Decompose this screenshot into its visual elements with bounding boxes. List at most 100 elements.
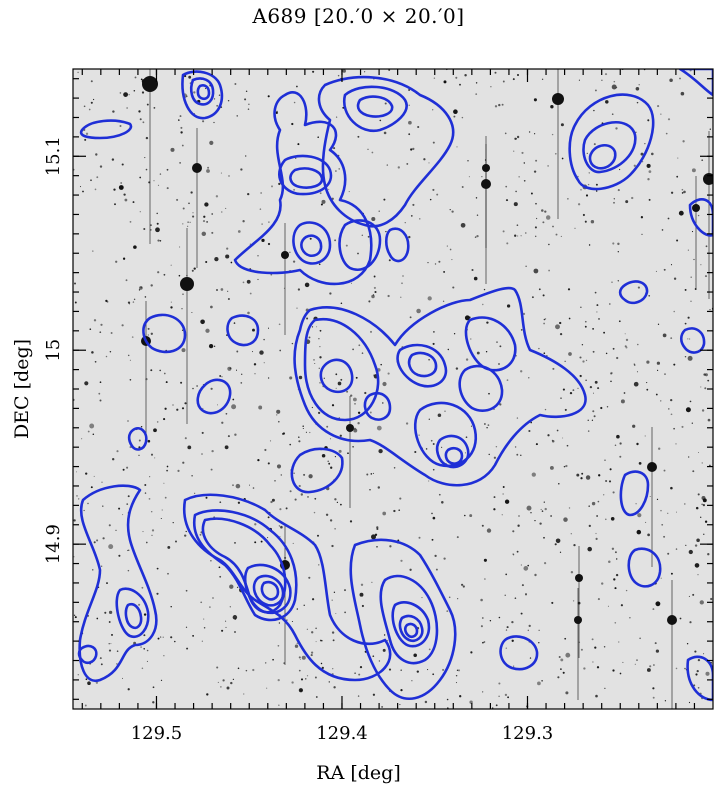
contour-line [338,219,382,271]
sky-source [289,251,291,253]
sky-source [181,308,183,310]
sky-source [153,180,155,182]
sky-source [184,534,187,537]
sky-source [145,168,148,171]
sky-source [212,597,214,599]
sky-source [145,541,148,544]
sky-source [311,326,314,328]
sky-source [146,103,149,106]
sky-source [558,483,560,485]
sky-source [153,107,156,109]
sky-source [99,165,103,168]
sky-source [567,288,571,291]
bright-star [281,251,289,259]
sky-source [108,649,112,652]
sky-source [513,150,515,152]
sky-source [565,652,571,658]
sky-source [159,636,162,638]
sky-source [79,186,82,188]
sky-source [305,678,307,680]
sky-source [279,536,281,538]
sky-source [498,682,501,685]
sky-source [276,110,278,113]
sky-source [476,214,479,216]
sky-source [670,191,674,194]
sky-source [648,170,652,173]
x-axis-label: RA [deg] [316,762,401,784]
sky-source [344,589,346,592]
sky-source [517,235,519,237]
sky-source [328,188,330,190]
sky-source [481,617,484,619]
sky-source [180,131,183,134]
sky-source [697,214,700,217]
sky-source [205,328,210,333]
sky-source [310,654,313,657]
contour-line [363,391,392,421]
sky-source [428,358,430,361]
sky-source [697,451,700,454]
sky-source [319,381,321,384]
sky-source [119,125,122,127]
sky-source [182,293,184,295]
sky-source [144,296,147,298]
sky-source [670,264,673,266]
sky-source [376,527,379,531]
sky-source [504,132,507,135]
sky-source [596,515,598,517]
sky-source [174,640,176,643]
sky-source [224,445,229,450]
sky-source [115,260,118,263]
sky-source [99,657,102,660]
sky-source [357,252,359,255]
sky-source [192,387,194,390]
sky-source [490,86,492,88]
sky-source [335,373,338,376]
sky-source [229,606,231,608]
y-tick-label: 15.1 [43,136,64,176]
sky-source [662,333,667,338]
sky-source [267,95,270,98]
sky-source [102,505,104,507]
sky-source [505,573,508,576]
sky-source [629,617,631,619]
sky-source [412,203,415,206]
sky-source [364,391,367,395]
sky-source [544,408,547,411]
sky-source [147,439,151,443]
sky-source [475,93,478,95]
contour-line [458,364,504,412]
sky-source [93,98,95,101]
sky-source [696,669,699,673]
sky-source [563,517,568,522]
sky-source [464,74,467,77]
sky-source [615,573,619,577]
sky-source [673,277,677,280]
sky-source [410,148,413,151]
sky-source [315,641,317,643]
sky-source [340,378,343,381]
sky-source [164,496,167,499]
sky-source [382,381,387,387]
sky-source [165,381,168,384]
sky-source [564,408,567,411]
sky-source [679,617,682,620]
sky-source [685,544,687,547]
sky-source [404,222,406,224]
sky-source [534,573,537,577]
sky-source [357,411,361,414]
sky-source [456,536,459,539]
sky-source [333,591,336,593]
sky-source [667,512,669,514]
sky-source [434,263,437,265]
sky-source [294,644,299,648]
sky-source [670,486,673,490]
sky-source [469,514,473,518]
sky-source [157,184,160,187]
sky-source [333,686,336,689]
sky-source [419,218,421,220]
sky-source [297,143,300,146]
contour-line [588,143,617,170]
sky-source [118,554,121,557]
sky-source [96,617,99,620]
